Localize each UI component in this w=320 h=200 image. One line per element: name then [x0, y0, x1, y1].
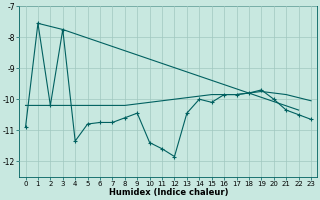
- X-axis label: Humidex (Indice chaleur): Humidex (Indice chaleur): [108, 188, 228, 197]
